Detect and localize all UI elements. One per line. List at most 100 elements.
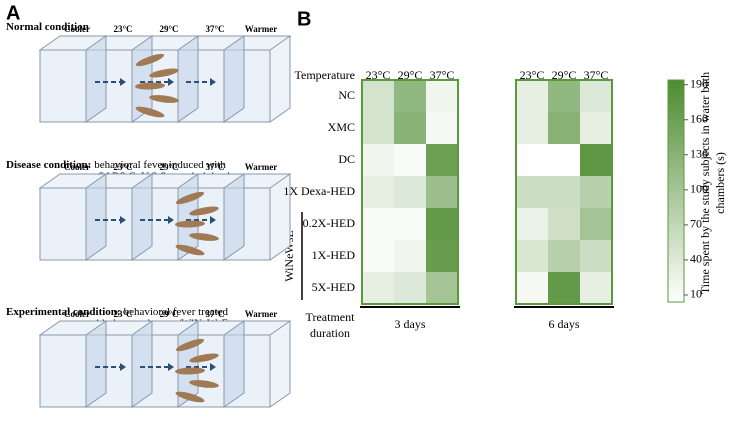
arrow-head — [168, 363, 174, 371]
row-label: 5X-HED — [312, 280, 356, 294]
heat-cell — [394, 112, 426, 144]
colorbar-label: Time spent by the study subjects in wate… — [698, 71, 727, 295]
arrow-head — [210, 78, 216, 86]
heat-cell — [362, 240, 394, 272]
arrow-head — [120, 216, 126, 224]
colorbar-tick-label: 10 — [690, 287, 702, 301]
heat-cell — [516, 144, 548, 176]
chamber-label: Warmer — [245, 162, 277, 172]
fish — [189, 353, 219, 363]
chamber-label: Warmer — [245, 309, 277, 319]
fish — [135, 53, 165, 67]
group-border — [361, 79, 459, 305]
column-label: 23°C — [520, 68, 545, 82]
heat-cell — [580, 272, 612, 304]
heat-cell — [426, 240, 458, 272]
title-bold: Disease condition: — [6, 159, 91, 171]
title-bold: Normal condition — [6, 21, 89, 33]
column-label: 29°C — [552, 68, 577, 82]
colorbar-tick-label: 100 — [690, 182, 708, 196]
chamber-label: Cooler — [64, 24, 90, 34]
column-label: 29°C — [398, 68, 423, 82]
chamber-label: 29°C — [159, 162, 178, 172]
heat-cell — [426, 112, 458, 144]
description: behavioral fever induced with — [94, 159, 226, 171]
heat-cell — [362, 112, 394, 144]
heat-cell — [580, 80, 612, 112]
heat-cell — [394, 240, 426, 272]
heat-cell — [362, 208, 394, 240]
chamber-label: 29°C — [159, 24, 178, 34]
chamber-label: 37°C — [205, 162, 224, 172]
column-label: 37°C — [584, 68, 609, 82]
heat-cell — [516, 176, 548, 208]
heat-cell — [580, 208, 612, 240]
heat-cell — [516, 112, 548, 144]
colorbar-tick-label: 130 — [690, 147, 708, 161]
heat-cell — [548, 208, 580, 240]
heat-cell — [548, 80, 580, 112]
arrow-head — [120, 78, 126, 86]
fish — [175, 338, 205, 352]
chamber-label: Cooler — [64, 162, 90, 172]
heat-cell — [516, 240, 548, 272]
chamber-label: 37°C — [205, 24, 224, 34]
fish — [149, 68, 179, 78]
diagram-title: Experimental condition: behavioral fever … — [6, 306, 229, 318]
fish — [135, 106, 165, 118]
column-header-label: Temperature — [295, 68, 355, 82]
fish — [149, 95, 179, 103]
fish — [189, 380, 219, 388]
group-axis-label-line: duration — [310, 326, 350, 340]
heat-cell — [426, 176, 458, 208]
heat-cell — [394, 208, 426, 240]
description: behavioral fever treated — [124, 306, 229, 318]
chamber-label: Warmer — [245, 24, 277, 34]
colorbar — [667, 79, 685, 303]
heat-cell — [548, 240, 580, 272]
column-label: 23°C — [366, 68, 391, 82]
group-label: 6 days — [549, 317, 580, 331]
heat-cell — [362, 176, 394, 208]
panel-label: A — [6, 2, 20, 24]
row-label: NC — [338, 88, 355, 102]
diagram-title: Disease condition: behavioral fever induc… — [6, 159, 226, 171]
heat-cell — [426, 208, 458, 240]
heat-cell — [394, 176, 426, 208]
heat-cell — [548, 176, 580, 208]
diagram-title: Normal condition — [6, 21, 89, 33]
group-axis-label-line: Treatment — [306, 310, 356, 324]
colorbar-tick-label: 160 — [690, 111, 708, 125]
heat-cell — [394, 144, 426, 176]
fish — [175, 367, 205, 375]
fish — [135, 82, 165, 90]
heat-cell — [548, 272, 580, 304]
divider — [131, 173, 153, 261]
divider — [85, 35, 107, 123]
fish — [175, 391, 205, 403]
chamber-label: 23°C — [113, 24, 132, 34]
group-border — [515, 79, 613, 305]
heat-cell — [362, 144, 394, 176]
heat-cell — [426, 144, 458, 176]
heat-cell — [394, 272, 426, 304]
row-label: 1X Dexa-HED — [283, 184, 355, 198]
chamber-label: 23°C — [113, 162, 132, 172]
arrow-head — [168, 216, 174, 224]
heat-cell — [362, 272, 394, 304]
fish — [175, 220, 205, 228]
colorbar-tick-label: 40 — [690, 252, 702, 266]
heat-cell — [548, 144, 580, 176]
arrow-head — [120, 363, 126, 371]
row-label: 0.2X-HED — [303, 216, 356, 230]
group-label: 3 days — [395, 317, 426, 331]
colorbar-tick-label: 70 — [690, 217, 702, 231]
divider — [177, 35, 199, 123]
column-label: 37°C — [430, 68, 455, 82]
heat-cell — [580, 144, 612, 176]
heat-cell — [426, 80, 458, 112]
divider — [85, 320, 107, 408]
colorbar-tick-label: 190 — [690, 76, 708, 90]
